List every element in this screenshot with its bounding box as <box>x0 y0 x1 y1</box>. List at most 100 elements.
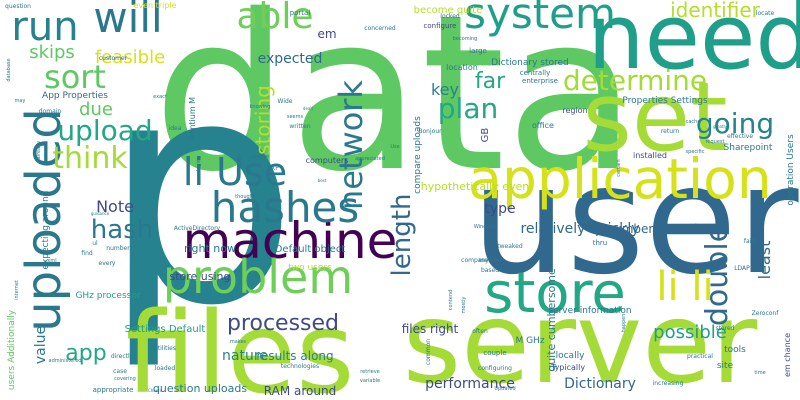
cloud-word: cumbersome due <box>608 222 713 236</box>
cloud-word: least <box>755 241 774 280</box>
cloud-word: determine <box>563 64 707 97</box>
cloud-word: able <box>236 0 313 37</box>
cloud-word: plan <box>438 92 498 125</box>
cloud-word: installed <box>633 151 667 160</box>
cloud-word: uploaded <box>16 108 72 331</box>
cloud-word: em <box>317 27 336 41</box>
cloud-word: M GHz <box>515 336 544 346</box>
cloud-word: becoming <box>453 36 478 42</box>
cloud-word: problem <box>163 250 353 304</box>
cloud-word: files <box>126 289 355 400</box>
cloud-word: going <box>696 107 774 140</box>
cloud-word: stored <box>716 325 735 332</box>
cloud-word: update <box>251 154 269 160</box>
cloud-word: practical <box>687 353 713 360</box>
cloud-word: li li <box>656 264 713 310</box>
cloud-word: site <box>717 361 734 371</box>
cloud-word: quite cumbersome <box>545 268 558 372</box>
cloud-word: customer <box>99 55 128 62</box>
cloud-word: files right <box>402 322 459 336</box>
cloud-word: due <box>79 99 113 120</box>
cloud-word: may <box>15 98 26 104</box>
cloud-word: server <box>403 279 758 400</box>
cloud-word: locked <box>440 13 460 20</box>
cloud-word: thru <box>593 239 608 247</box>
cloud-word: number <box>106 245 130 252</box>
cloud-word: Bonjour <box>418 128 442 135</box>
cloud-word: find <box>81 250 93 257</box>
cloud-word: identifier <box>670 0 761 22</box>
cloud-word: network <box>332 80 370 210</box>
cloud-word: expected <box>258 51 323 67</box>
cloud-word: p <box>102 13 299 374</box>
cloud-word: right now <box>184 242 236 255</box>
cloud-word: sort <box>44 58 106 96</box>
cloud-word: makes <box>230 339 247 345</box>
cloud-word: need <box>588 0 800 90</box>
cloud-word: run <box>11 4 78 50</box>
cloud-word: thought <box>235 194 255 200</box>
cloud-word: every <box>99 260 116 267</box>
cloud-word: data <box>153 0 637 219</box>
cloud-word: double <box>700 224 735 326</box>
cloud-word: xml <box>47 258 56 264</box>
cloud-word: administered <box>49 358 82 364</box>
cloud-word: store <box>484 261 626 326</box>
cloud-word: time <box>754 370 765 376</box>
cloud-word: configure <box>424 22 457 30</box>
cloud-word: skips <box>29 42 75 63</box>
cloud-word: expecting around <box>41 191 51 270</box>
cloud-word: contend <box>448 290 454 310</box>
cloud-word: far <box>475 69 506 94</box>
cloud-word: knowing <box>250 104 271 110</box>
cloud-word: case <box>113 368 127 375</box>
cloud-word: often <box>472 328 488 335</box>
cloud-word: large <box>469 47 487 55</box>
cloud-word: two users <box>288 263 332 273</box>
cloud-word: loaded <box>155 365 176 372</box>
cloud-word: Note <box>96 197 134 216</box>
cloud-word: hypothetically even <box>421 180 530 193</box>
cloud-word: Properties Settings <box>622 96 708 106</box>
cloud-word: Default object <box>275 244 346 255</box>
cloud-word: Dictionary <box>564 376 636 392</box>
cloud-word: enterprise <box>522 77 558 85</box>
cloud-word: Use <box>390 144 399 150</box>
cloud-word: internet <box>14 280 20 300</box>
cloud-word: fails <box>744 238 756 245</box>
cloud-word: Cheers <box>148 388 162 393</box>
cloud-word: application <box>468 147 771 211</box>
cloud-word: ul <box>92 240 98 247</box>
cloud-word: couple <box>483 349 506 357</box>
cloud-word: appreciated <box>355 156 385 162</box>
cloud-word: type <box>484 201 515 217</box>
cloud-word: return <box>661 128 680 135</box>
cloud-word: machine <box>183 212 398 270</box>
cloud-word: storing <box>251 85 275 155</box>
cloud-word: concerned <box>364 25 396 32</box>
cloud-word: system <box>464 0 616 38</box>
cloud-word: configuring <box>478 365 512 372</box>
cloud-word: upload <box>57 114 152 147</box>
cloud-word: mostly <box>461 297 467 314</box>
cloud-word: locally <box>556 351 585 361</box>
cloud-word: key <box>431 80 459 99</box>
cloud-word: users Additionally <box>7 309 17 390</box>
cloud-word: hashes <box>211 183 360 232</box>
cloud-word: user <box>471 134 799 308</box>
cloud-word: Zeroconf <box>752 310 780 317</box>
cloud-word: Pentium M <box>188 97 197 139</box>
cloud-word: method <box>478 257 501 264</box>
cloud-word: dealt <box>303 106 314 111</box>
cloud-word: best <box>318 178 327 183</box>
cloud-word: think <box>52 141 128 176</box>
cloud-word: company <box>461 257 489 264</box>
cloud-word: guidance <box>91 211 110 216</box>
cloud-word: many <box>577 218 594 225</box>
cloud-word: value <box>33 326 49 364</box>
cloud-word: appropriate <box>93 386 134 394</box>
cloud-word: covering <box>114 376 136 382</box>
cloud-word: request <box>705 139 724 145</box>
cloud-word: seems <box>287 114 304 120</box>
